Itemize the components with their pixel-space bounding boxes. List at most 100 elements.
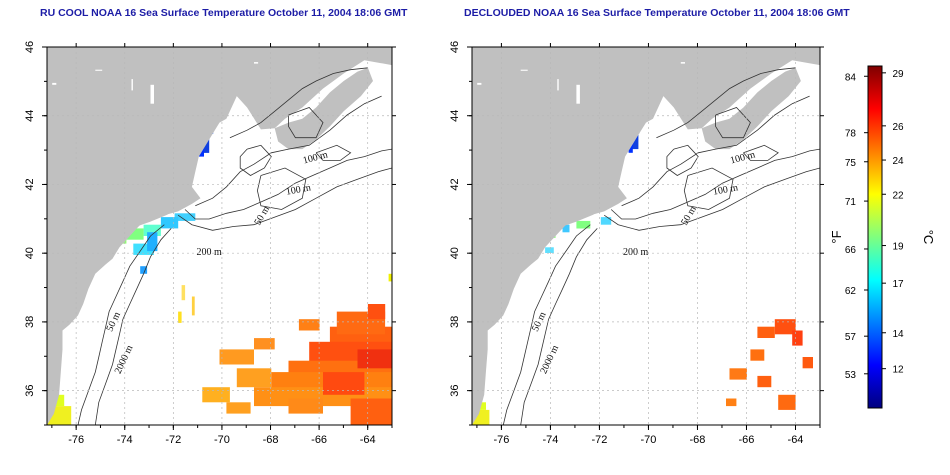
sst-patch bbox=[133, 243, 154, 255]
lat-tick-label: 44 bbox=[449, 110, 461, 122]
lon-tick-label: -76 bbox=[68, 434, 84, 446]
fahrenheit-tick-label: 57 bbox=[845, 332, 857, 343]
lake bbox=[131, 79, 133, 91]
lon-tick-label: -66 bbox=[739, 434, 755, 446]
lon-tick-label: -72 bbox=[591, 434, 607, 446]
sst-patch bbox=[729, 368, 747, 380]
depth-contour bbox=[502, 224, 591, 425]
map-frame bbox=[46, 46, 393, 426]
sst-patch bbox=[191, 296, 195, 316]
depth-contour bbox=[195, 95, 382, 207]
lat-tick-label: 44 bbox=[24, 110, 36, 122]
sst-patch bbox=[802, 357, 813, 369]
sst-patch bbox=[288, 398, 323, 414]
nova-scotia-land bbox=[274, 67, 373, 150]
fahrenheit-tick-label: 62 bbox=[845, 286, 857, 297]
sst-patch bbox=[143, 224, 161, 236]
sst-patch bbox=[774, 319, 796, 335]
sst-patch bbox=[576, 220, 591, 229]
lon-tick-label: -72 bbox=[165, 434, 181, 446]
lat-tick-label: 36 bbox=[449, 385, 461, 397]
fahrenheit-tick-label: 75 bbox=[845, 158, 857, 169]
map-frame bbox=[471, 46, 821, 426]
depth-contour bbox=[610, 148, 820, 220]
contour-label: 100 m bbox=[285, 182, 312, 197]
long-island-land bbox=[562, 212, 594, 227]
sst-patch bbox=[750, 349, 765, 361]
lon-tick-label: -76 bbox=[493, 434, 509, 446]
depth-contour bbox=[229, 67, 368, 139]
lon-tick-label: -74 bbox=[542, 434, 558, 446]
fahrenheit-tick-label: 84 bbox=[845, 72, 857, 83]
sst-patch bbox=[350, 398, 392, 425]
celsius-tick-label: 14 bbox=[892, 329, 904, 340]
sst-patch bbox=[778, 394, 796, 410]
lon-tick-label: -64 bbox=[360, 434, 376, 446]
lon-tick-label: -64 bbox=[788, 434, 804, 446]
celsius-tick-label: 29 bbox=[892, 69, 904, 80]
depth-contour bbox=[184, 148, 392, 220]
lat-tick-label: 46 bbox=[449, 41, 461, 53]
sst-patch bbox=[53, 394, 65, 407]
lake bbox=[520, 69, 528, 71]
sst-patch bbox=[219, 349, 254, 365]
lat-tick-label: 36 bbox=[24, 385, 36, 397]
sst-patch bbox=[479, 402, 486, 410]
lat-tick-label: 40 bbox=[24, 247, 36, 259]
sst-patch bbox=[298, 319, 320, 331]
fahrenheit-tick-label: 53 bbox=[845, 370, 857, 381]
lat-tick-label: 38 bbox=[24, 316, 36, 328]
sst-patch bbox=[181, 285, 186, 301]
depth-contour bbox=[315, 144, 352, 161]
depth-contour bbox=[94, 228, 172, 425]
sst-patch bbox=[254, 338, 275, 350]
sst-patch bbox=[174, 213, 196, 221]
sst-patch bbox=[122, 228, 144, 240]
celsius-tick-label: 17 bbox=[892, 279, 904, 290]
lon-tick-label: -74 bbox=[117, 434, 133, 446]
fahrenheit-unit-label: °F bbox=[829, 230, 844, 243]
depth-contour bbox=[715, 107, 751, 139]
celsius-unit-label: °C bbox=[921, 230, 936, 245]
lake bbox=[150, 84, 154, 104]
celsius-tick-label: 12 bbox=[892, 365, 904, 376]
fahrenheit-tick-label: 71 bbox=[845, 197, 857, 208]
lake bbox=[95, 69, 103, 71]
contour-label: 200 m bbox=[196, 247, 222, 258]
celsius-tick-label: 22 bbox=[892, 190, 904, 201]
lake bbox=[52, 82, 57, 85]
sst-patch bbox=[236, 368, 272, 388]
sst-patch bbox=[792, 330, 803, 346]
sst-patch bbox=[562, 224, 570, 233]
sst-patch bbox=[147, 232, 158, 252]
fahrenheit-tick-label: 66 bbox=[845, 245, 857, 256]
depth-contour bbox=[177, 167, 392, 231]
celsius-tick-label: 26 bbox=[892, 122, 904, 133]
depth-contour bbox=[520, 228, 598, 425]
depth-contour bbox=[656, 67, 796, 139]
long-island-land bbox=[136, 212, 168, 227]
bathymetry-contours bbox=[502, 67, 820, 425]
colorbar: 84 78 75 71 66 62 57 53 29 26 24 22 19 17 14 12 °F °C bbox=[829, 65, 936, 409]
sst-patch bbox=[757, 375, 772, 388]
nova-scotia-land bbox=[701, 67, 801, 150]
sst-patch bbox=[178, 311, 182, 323]
right-panel-title: DECLOUDED NOAA 16 Sea Surface Temperatur… bbox=[464, 7, 850, 19]
sst-patch bbox=[545, 247, 554, 253]
sst-data bbox=[47, 122, 392, 425]
sst-patch bbox=[160, 217, 179, 229]
sst-patch bbox=[367, 304, 386, 320]
lon-tick-label: -70 bbox=[640, 434, 656, 446]
grid bbox=[472, 47, 820, 425]
land-mass bbox=[472, 47, 820, 425]
lat-tick-label: 42 bbox=[24, 178, 36, 190]
grid bbox=[47, 47, 392, 425]
celsius-tick-label: 19 bbox=[892, 242, 904, 253]
depth-contour bbox=[743, 144, 779, 161]
contour-label: 100 m bbox=[712, 182, 739, 197]
lat-tick-label: 42 bbox=[449, 178, 461, 190]
sst-patch bbox=[388, 273, 392, 282]
